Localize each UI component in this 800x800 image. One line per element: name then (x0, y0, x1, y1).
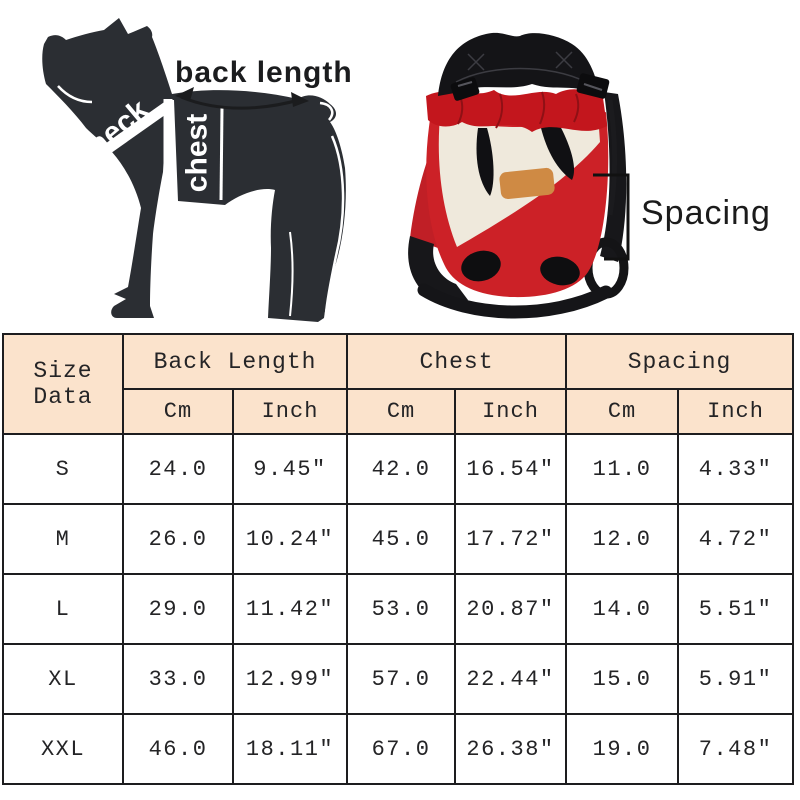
table-cell: 9.45″ (231, 433, 349, 505)
table-cell: 4.33″ (677, 433, 795, 505)
table-cell: 18.11″ (231, 713, 349, 785)
size-cell: M (2, 503, 124, 575)
header-cell: Inch (677, 388, 795, 435)
table-row-xl: XL 33.0 12.99″ 57.0 22.44″ 15.0 5.91″ (2, 643, 795, 715)
header-back-length: Back Length (121, 333, 349, 390)
neck-band-stripe (82, 99, 175, 169)
header-cell: Cm (565, 388, 680, 435)
arrowhead-right (291, 92, 309, 107)
table-cell: 4.72″ (677, 503, 795, 575)
tail-highlight-line (319, 101, 334, 121)
size-cell: XL (2, 643, 124, 715)
table-cell: 11.0 (565, 433, 680, 505)
table-cell: 12.99″ (231, 643, 349, 715)
table-cell: 16.54″ (454, 433, 568, 505)
table-cell: 15.0 (565, 643, 680, 715)
right-buckle (576, 73, 617, 216)
dog-silhouette (42, 18, 346, 322)
header-cell: Inch (454, 388, 568, 435)
table-cell: 29.0 (122, 573, 234, 645)
drawstring-collar (426, 89, 607, 132)
spacing-label: Spacing (641, 194, 771, 232)
table-row-s: S 24.0 9.45″ 42.0 16.54″ 11.0 4.33″ (2, 433, 795, 505)
table-cell: 46.0 (122, 713, 234, 785)
table-cell: 53.0 (346, 573, 457, 645)
table-cell: 10.24″ (231, 503, 349, 575)
table-cell: 42.0 (346, 433, 457, 505)
hind-leg-separator-line (289, 231, 294, 317)
table-cell: 14.0 (565, 573, 680, 645)
table-cell: 5.51″ (677, 573, 795, 645)
table-cell: 17.72″ (454, 503, 568, 575)
dog-measurement-diagram: neck chest back length (42, 18, 353, 322)
header-cell: Inch (231, 388, 349, 435)
left-buckle (450, 77, 480, 101)
size-cell: XXL (2, 713, 124, 785)
table-header-groups: Size Data Back Length Chest Spacing (2, 333, 795, 435)
table-row-xxl: XXL 46.0 18.11″ 67.0 26.38″ 19.0 7.48″ (2, 713, 795, 785)
table-row-m: M 26.0 10.24″ 45.0 17.72″ 12.0 4.72″ (2, 503, 795, 575)
chest-label: chest (181, 114, 214, 192)
cheek-highlight-line (57, 85, 93, 104)
table-cell: 45.0 (346, 503, 457, 575)
inner-flap-right (540, 122, 575, 180)
table-header-units: Cm Inch Cm Inch Cm Inch (3, 388, 795, 435)
table-cell: 20.87″ (454, 573, 568, 645)
bottom-strap (417, 283, 613, 319)
header-cell: Cm (346, 388, 457, 435)
header-chest: Chest (346, 333, 568, 390)
arrowhead-left (175, 87, 194, 101)
table-cell: 67.0 (346, 713, 457, 785)
table-cell: 57.0 (346, 643, 457, 715)
inner-flap-left (476, 128, 494, 196)
product-photo-backpack (408, 32, 630, 319)
table-cell: 7.48″ (677, 713, 795, 785)
table-cell: 22.44″ (454, 643, 568, 715)
table-cell: 24.0 (122, 433, 234, 505)
top-opening (438, 32, 600, 96)
size-table: Size Data Back Length Chest Spacing Cm I… (2, 333, 795, 785)
back-length-label: back length (175, 56, 353, 89)
size-cell: L (2, 573, 124, 645)
brand-label (499, 167, 555, 200)
leg-hole-left (461, 250, 501, 282)
corner-cell: Size Data (2, 333, 124, 435)
table-cell: 33.0 (122, 643, 234, 715)
hind-leg-highlight-line (324, 135, 345, 315)
table-cell: 12.0 (565, 503, 680, 575)
table-cell: 26.0 (122, 503, 234, 575)
header-spacing: Spacing (565, 333, 795, 390)
size-cell: S (2, 433, 124, 505)
table-cell: 11.42″ (231, 573, 349, 645)
chest-band-right-stripe (219, 107, 224, 201)
header-cell: Cm (122, 388, 234, 435)
table-row-l: L 29.0 11.42″ 53.0 20.87″ 14.0 5.51″ (2, 573, 795, 645)
back-length-arrow (175, 87, 309, 110)
table-cell: 19.0 (565, 713, 680, 785)
spacing-bracket (593, 173, 630, 261)
table-cell: 5.91″ (677, 643, 795, 715)
table-cell: 26.38″ (454, 713, 568, 785)
stitch-marks (455, 51, 587, 83)
leg-hole-right (540, 256, 580, 286)
